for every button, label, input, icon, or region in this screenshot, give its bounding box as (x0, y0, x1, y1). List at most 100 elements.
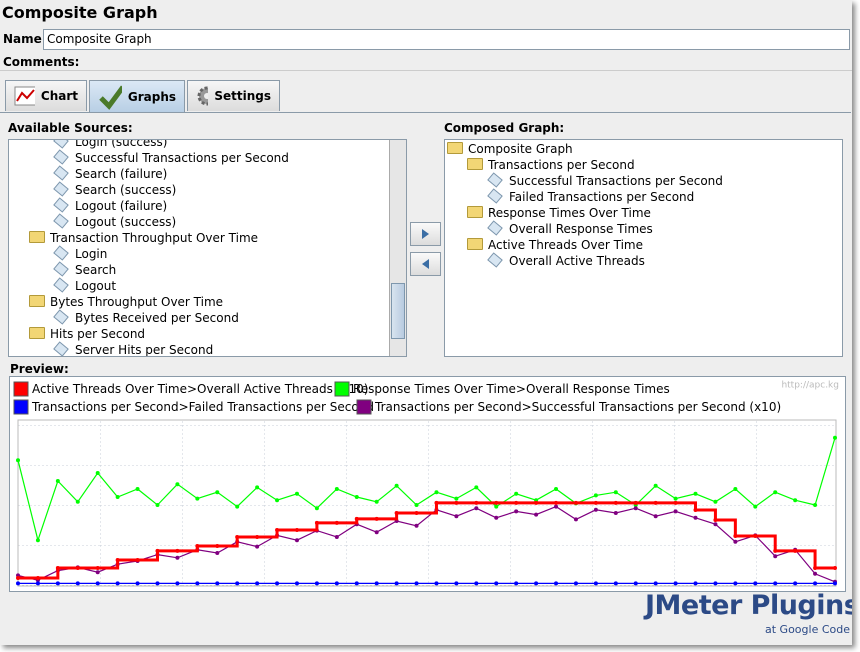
tree-folder[interactable]: Transactions per Second (467, 157, 635, 173)
tree-leaf[interactable]: Overall Active Threads (487, 252, 645, 269)
data-point (255, 485, 260, 490)
tree-label: Failed Transactions per Second (509, 190, 695, 204)
add-button[interactable] (410, 222, 441, 246)
data-point (813, 503, 818, 507)
tree-folder[interactable]: Hits per Second (29, 326, 145, 342)
data-point (693, 581, 698, 586)
data-point (115, 558, 120, 563)
data-point (773, 490, 778, 495)
data-point (593, 500, 598, 505)
data-point (713, 522, 718, 527)
tree-leaf[interactable]: Logout (53, 277, 117, 294)
data-point (693, 507, 698, 512)
tree-leaf[interactable]: Bytes Received per Second (53, 309, 239, 326)
data-point (573, 500, 578, 505)
data-point (693, 515, 698, 520)
composed-tree[interactable]: Composite Graph Transactions per Second S… (444, 139, 843, 357)
data-point (613, 490, 618, 495)
data-point (374, 516, 379, 521)
data-point (633, 581, 638, 586)
data-point (135, 558, 140, 563)
tree-folder[interactable]: Bytes Throughput Over Time (29, 294, 223, 310)
data-point (354, 495, 359, 499)
tree-folder[interactable]: Active Threads Over Time (467, 237, 643, 253)
data-point (434, 581, 439, 586)
data-point (175, 482, 180, 487)
data-point (733, 534, 738, 539)
gear-icon (197, 86, 209, 106)
tree-leaf[interactable]: Server Hits per Second (53, 341, 213, 356)
data-point (275, 527, 280, 532)
data-point (474, 500, 479, 505)
data-point (554, 504, 559, 509)
data-point (793, 581, 798, 586)
tree-label: Overall Response Times (509, 222, 653, 236)
data-point (255, 535, 260, 539)
tab-label: Settings (214, 89, 271, 103)
data-point (16, 575, 20, 580)
data-point (35, 581, 40, 586)
data-point (334, 535, 339, 539)
data-point (275, 581, 280, 586)
tree-label: Search (75, 263, 117, 277)
data-point (95, 581, 100, 586)
data-point (713, 581, 718, 586)
data-point (135, 487, 140, 491)
tree-root[interactable]: Composite Graph (447, 141, 573, 157)
data-point (55, 479, 60, 483)
tree-leaf[interactable]: Successful Transactions per Second (487, 172, 723, 189)
tree-leaf[interactable]: Login (53, 245, 107, 262)
data-point (673, 581, 678, 586)
data-point (294, 581, 299, 586)
data-point (713, 499, 718, 504)
data-point (514, 500, 519, 505)
tree-leaf[interactable]: Overall Response Times (487, 220, 653, 237)
tree-leaf[interactable]: Successful Transactions per Second (53, 149, 289, 166)
comments-area[interactable] (0, 52, 852, 71)
tree-leaf[interactable]: Login (success) (53, 140, 168, 150)
data-point (673, 496, 678, 501)
tree-label: Logout (75, 279, 117, 293)
tree-folder[interactable]: Transaction Throughput Over Time (29, 230, 258, 246)
tab-chart[interactable]: Chart (5, 80, 87, 111)
tree-leaf[interactable]: Logout (success) (53, 213, 176, 230)
tree-leaf[interactable]: Search (success) (53, 181, 176, 198)
data-point (813, 581, 818, 586)
tree-leaf[interactable]: Logout (failure) (53, 197, 168, 214)
data-point (554, 581, 559, 586)
scrollbar[interactable] (389, 140, 406, 356)
tree-leaf[interactable]: Search (53, 261, 117, 278)
chart-icon (14, 86, 35, 106)
tree-folder[interactable]: Response Times Over Time (467, 205, 651, 221)
data-point (255, 544, 260, 549)
data-point (494, 581, 499, 586)
brand-title: JMeter Plugins (645, 590, 852, 621)
data-point (494, 515, 499, 520)
tab-graphs[interactable]: Graphs (89, 80, 185, 112)
tree-label: Active Threads Over Time (488, 238, 644, 252)
data-point (55, 566, 60, 571)
tree-label: Transactions per Second (488, 158, 635, 172)
available-tree[interactable]: Login (success) Successful Transactions p… (8, 139, 407, 357)
legend-label: Transactions per Second>Failed Transacti… (31, 400, 374, 414)
tree-label: Logout (failure) (75, 199, 168, 213)
data-point (713, 518, 718, 523)
tree-leaf[interactable]: Search (failure) (53, 165, 167, 182)
scroll-thumb[interactable] (391, 283, 405, 339)
data-point (534, 581, 539, 586)
data-point (773, 548, 778, 553)
data-point (374, 499, 379, 504)
data-point (334, 581, 339, 586)
data-point (554, 487, 559, 491)
available-label: Available Sources: (8, 121, 133, 135)
data-point (115, 495, 120, 499)
data-point (16, 458, 20, 463)
name-input[interactable]: Composite Graph (43, 29, 850, 50)
data-point (235, 535, 240, 539)
tree-label: Successful Transactions per Second (509, 174, 723, 188)
data-point (334, 520, 339, 525)
tab-settings[interactable]: Settings (187, 80, 280, 111)
remove-button[interactable] (410, 252, 441, 276)
tree-leaf[interactable]: Failed Transactions per Second (487, 188, 695, 205)
